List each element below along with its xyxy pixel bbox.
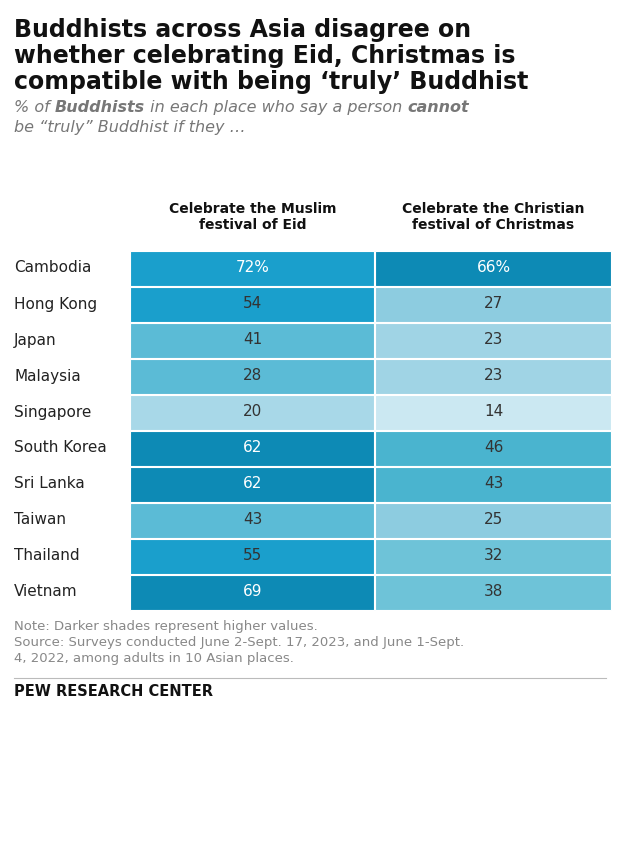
Text: Thailand: Thailand [14,549,79,564]
Bar [130,431,374,466]
Text: 62: 62 [243,477,262,492]
Text: Malaysia: Malaysia [14,369,81,383]
Text: Celebrate the Muslim
festival of Eid: Celebrate the Muslim festival of Eid [169,202,336,232]
Text: 43: 43 [484,477,503,492]
Bar [130,395,374,430]
Bar [375,503,611,538]
Text: 28: 28 [243,369,262,383]
Text: 14: 14 [484,404,503,420]
Bar [375,431,611,466]
Bar [130,287,374,322]
Bar [375,575,611,610]
Text: 62: 62 [243,440,262,455]
Bar [375,287,611,322]
Text: 66%: 66% [476,260,510,276]
Text: 23: 23 [484,332,503,348]
Text: South Korea: South Korea [14,440,107,455]
Bar [130,323,374,358]
Text: 46: 46 [484,440,503,455]
Bar [130,539,374,574]
Text: 38: 38 [484,584,503,600]
Text: Buddhists across Asia disagree on: Buddhists across Asia disagree on [14,18,471,42]
Bar [130,575,374,610]
Bar [375,467,611,502]
Bar [130,467,374,502]
Text: 54: 54 [243,297,262,311]
Text: whether celebrating Eid, Christmas is: whether celebrating Eid, Christmas is [14,44,515,68]
Text: 72%: 72% [236,260,270,276]
Bar [375,359,611,394]
Text: Hong Kong: Hong Kong [14,297,97,311]
Text: 41: 41 [243,332,262,348]
Text: 25: 25 [484,512,503,527]
Text: Cambodia: Cambodia [14,260,91,276]
Text: Celebrate the Christian
festival of Christmas: Celebrate the Christian festival of Chri… [402,202,585,232]
Text: % of: % of [14,100,55,115]
Text: Taiwan: Taiwan [14,512,66,527]
Text: 23: 23 [484,369,503,383]
Text: Sri Lanka: Sri Lanka [14,477,85,492]
Bar [375,323,611,358]
Text: 4, 2022, among adults in 10 Asian places.: 4, 2022, among adults in 10 Asian places… [14,652,294,665]
Text: Singapore: Singapore [14,404,91,420]
Text: Vietnam: Vietnam [14,584,78,600]
Text: 20: 20 [243,404,262,420]
Bar [375,395,611,430]
Text: PEW RESEARCH CENTER: PEW RESEARCH CENTER [14,684,213,699]
Bar [130,251,374,286]
Bar [375,539,611,574]
Text: be “truly” Buddhist if they …: be “truly” Buddhist if they … [14,120,246,135]
Text: Japan: Japan [14,332,56,348]
Text: cannot: cannot [407,100,469,115]
Bar [375,251,611,286]
Text: in each place who say a person: in each place who say a person [145,100,407,115]
Text: compatible with being ‘truly’ Buddhist: compatible with being ‘truly’ Buddhist [14,70,528,94]
Text: Source: Surveys conducted June 2-Sept. 17, 2023, and June 1-Sept.: Source: Surveys conducted June 2-Sept. 1… [14,636,464,649]
Text: 43: 43 [243,512,262,527]
Text: 55: 55 [243,549,262,564]
Text: Note: Darker shades represent higher values.: Note: Darker shades represent higher val… [14,620,317,633]
Bar [130,359,374,394]
Text: 27: 27 [484,297,503,311]
Text: Buddhists: Buddhists [55,100,145,115]
Text: 32: 32 [484,549,503,564]
Bar [130,503,374,538]
Text: 69: 69 [243,584,262,600]
